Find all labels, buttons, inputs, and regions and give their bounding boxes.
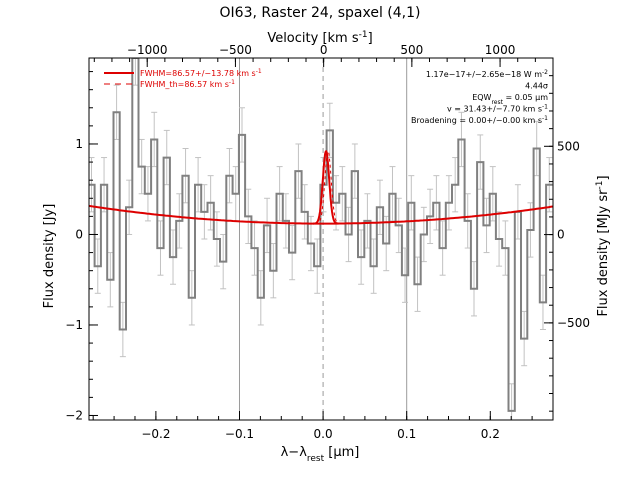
top-axis-label: Velocity [km s-1] — [267, 30, 372, 46]
velocity-tick-label: 1000 — [485, 43, 516, 57]
y-tick-label: −2 — [65, 408, 83, 422]
legend-label: FWHM=86.57+/−13.78 km s-1 — [140, 68, 262, 79]
fit-annotation: 4.44σ — [525, 82, 548, 91]
right-axis-label: Flux density [MJy sr-1] — [595, 175, 611, 316]
x-tick-label: −0.1 — [225, 427, 254, 441]
y2-tick-label: 0 — [557, 228, 565, 242]
svg-text:Flux density [MJy sr-1]: Flux density [MJy sr-1] — [595, 175, 611, 316]
gaussian-theoretical-line — [315, 150, 343, 225]
svg-text:λ−λrest [μm]: λ−λrest [μm] — [281, 445, 360, 464]
y-axis-label: Flux density [Jy] — [42, 204, 57, 309]
velocity-tick-label: 500 — [400, 43, 423, 57]
svg-text:Velocity [km s-1]: Velocity [km s-1] — [267, 30, 372, 46]
y2-tick-label: −500 — [557, 316, 590, 330]
legend-label: FWHM_th=86.57 km s-1 — [140, 79, 235, 90]
fit-annotation: v = 31.43+/−7.70 km s-1 — [447, 103, 548, 114]
plot-area — [89, 58, 553, 420]
x-axis-label: λ−λrest [μm] — [281, 445, 360, 464]
velocity-tick-label: 0 — [320, 43, 328, 57]
y2-tick-label: 500 — [557, 139, 580, 153]
x-tick-label: −0.2 — [141, 427, 170, 441]
x-tick-label: 0.1 — [397, 427, 416, 441]
fit-annotation: 1.17e−17+/−2.65e−18 W m-2 — [426, 69, 548, 80]
continuum-fit-line — [89, 204, 553, 225]
chart-title: OI63, Raster 24, spaxel (4,1) — [220, 5, 421, 21]
fit-annotation: EQWrest = 0.05 μm — [472, 93, 548, 106]
axes: −0.2 −0.1 0.0 0.1 0.2 −1000 −500 0 500 1000 −2 −1 0 1… — [65, 43, 590, 441]
x-tick-label: 0.2 — [481, 427, 500, 441]
velocity-tick-label: −1000 — [127, 43, 168, 57]
fit-annotation: Broadening = 0.00+/−0.00 km s-1 — [411, 115, 548, 126]
y-tick-label: −1 — [65, 318, 83, 332]
y-tick-label: 0 — [75, 227, 83, 241]
velocity-tick-label: −500 — [219, 43, 252, 57]
spectrum-line — [89, 58, 553, 412]
x-tick-label: 0.0 — [314, 427, 333, 441]
plot-frame — [88, 57, 554, 421]
y-tick-label: 1 — [75, 137, 83, 151]
fit-annotations: 1.17e−17+/−2.65e−18 W m-2 4.44σ EQWrest = … — [411, 69, 548, 126]
